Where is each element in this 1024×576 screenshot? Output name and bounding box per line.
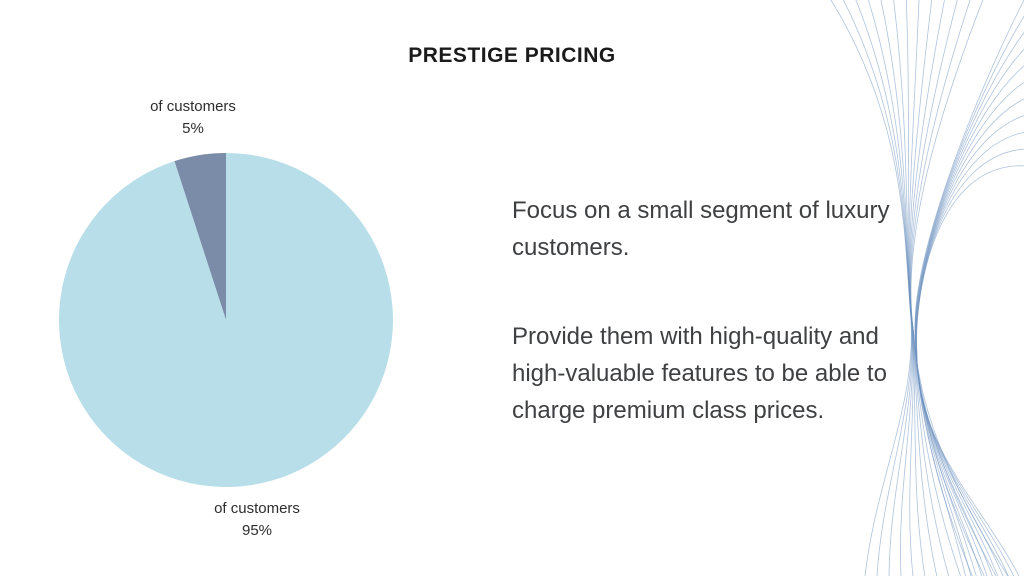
wave-line — [914, 32, 1024, 576]
pie-label-small-slice: of customers 5% — [103, 96, 283, 140]
wave-line — [830, 0, 912, 576]
body-text-block: Focus on a small segment of luxury custo… — [512, 192, 932, 429]
pie-label-percent: 5% — [182, 120, 204, 137]
pie-label-text: of customers — [214, 500, 300, 517]
wave-line — [910, 0, 997, 576]
wave-lines-decoration — [830, 0, 1024, 576]
wave-line — [915, 65, 1024, 576]
wave-line — [916, 165, 1024, 576]
pie-slice-5pct — [174, 153, 226, 320]
pie-label-percent: 95% — [241, 522, 273, 539]
page-title: PRESTIGE PRICING — [408, 44, 616, 67]
wave-line — [908, 0, 950, 576]
body-paragraph-1: Focus on a small segment of luxury custo… — [512, 197, 890, 261]
wave-line — [915, 132, 1024, 576]
pie-chart-svg — [59, 153, 393, 487]
wave-line — [915, 48, 1024, 576]
pie-label-text: of customers — [150, 98, 236, 115]
body-paragraph-2: Provide them with high-quality and high-… — [512, 323, 887, 424]
pie-slice-95pct — [59, 153, 393, 487]
wave-line — [842, 0, 913, 576]
wave-line — [914, 15, 1024, 576]
pie-label-large-slice: of customers 95% — [167, 498, 347, 542]
wave-line — [914, 0, 1024, 576]
